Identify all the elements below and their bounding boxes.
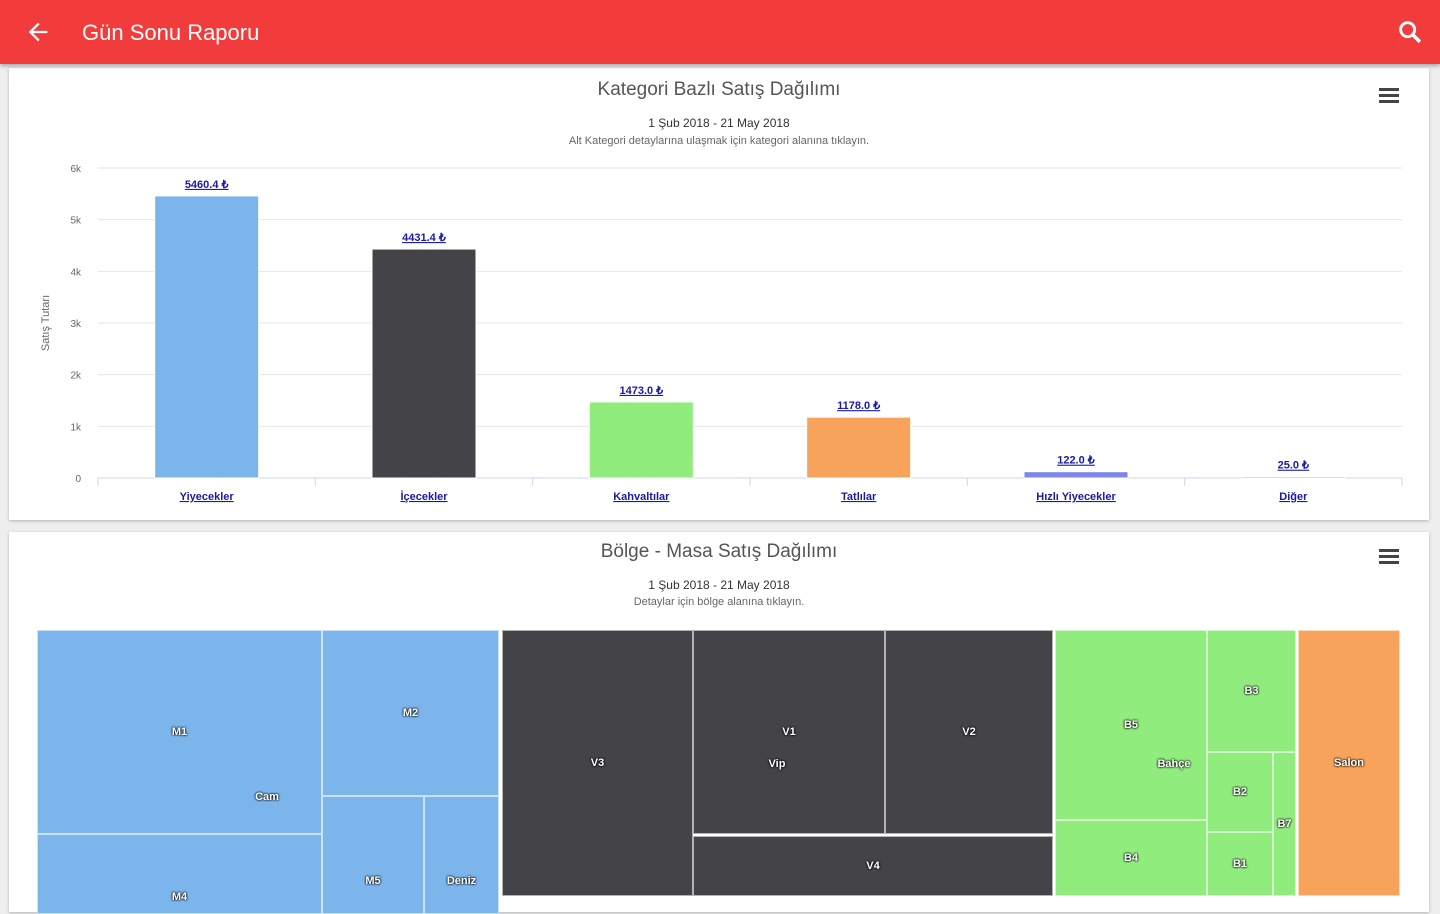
treemap-cell[interactable]: Salon xyxy=(1298,630,1400,896)
category-label[interactable]: Kahvaltılar xyxy=(613,491,670,503)
chart-menu-button[interactable] xyxy=(1379,88,1399,104)
category-label[interactable]: Diğer xyxy=(1279,491,1308,503)
bar[interactable] xyxy=(588,401,694,479)
page-title: Gün Sonu Raporu xyxy=(82,20,260,45)
category-label[interactable]: Tatlılar xyxy=(841,491,877,503)
y-tick-label: 4k xyxy=(70,267,82,278)
y-tick-label: 6k xyxy=(70,164,82,175)
treemap-cell[interactable]: V2 xyxy=(885,630,1053,834)
bar[interactable] xyxy=(371,248,477,479)
region-table-sales-card: Bölge - Masa Satış Dağılımı 1 Şub 2018 -… xyxy=(9,532,1429,914)
category-label[interactable]: İçecekler xyxy=(400,490,448,503)
treemap-cell[interactable]: B4 xyxy=(1055,820,1207,896)
chart-hint: Alt Kategori detaylarına ulaşmak için ka… xyxy=(568,135,870,147)
data-label[interactable]: 1178.0 ₺ xyxy=(837,400,880,412)
treemap-cell[interactable]: B1 xyxy=(1207,832,1273,896)
y-tick-label: 1k xyxy=(70,422,82,433)
arrow-left-icon[interactable] xyxy=(24,18,52,46)
bar[interactable] xyxy=(1023,471,1129,479)
treemap-cell[interactable]: Deniz xyxy=(424,796,499,914)
category-label[interactable]: Yiyecekler xyxy=(180,491,235,503)
category-label[interactable]: Hızlı Yiyecekler xyxy=(1036,491,1116,503)
data-label[interactable]: 5460.4 ₺ xyxy=(185,179,229,191)
y-tick-label: 3k xyxy=(70,319,82,330)
bar-chart: 0 1k 2k 3k 4k 5k 6k Satış Tutarı 5460.4 ₺ Yiyecek… xyxy=(40,164,1403,503)
chart-menu-button[interactable] xyxy=(1379,549,1399,565)
treemap-cell[interactable]: M1 xyxy=(37,630,322,834)
group-label: Bahçe xyxy=(1157,758,1191,770)
treemap-cell[interactable]: M2 xyxy=(322,630,499,796)
chart-hint: Detaylar için bölge alanına tıklayın. xyxy=(633,596,805,608)
y-tick-label: 0 xyxy=(75,474,81,485)
group-label: Vip xyxy=(768,758,786,770)
chart-subtitle: 1 Şub 2018 - 21 May 2018 xyxy=(648,116,790,130)
treemap-cell[interactable]: B7 xyxy=(1273,752,1296,896)
group-label: Cam xyxy=(255,791,279,803)
data-label[interactable]: 122.0 ₺ xyxy=(1057,455,1095,467)
bar[interactable] xyxy=(1240,476,1346,479)
search-icon[interactable] xyxy=(1396,18,1424,46)
chart-title: Bölge - Masa Satış Dağılımı xyxy=(600,541,838,562)
y-axis-title: Satış Tutarı xyxy=(40,295,52,351)
y-tick-label: 5k xyxy=(70,216,82,227)
treemap-cell[interactable]: B2 xyxy=(1207,752,1273,832)
bar[interactable] xyxy=(806,416,912,479)
treemap-cell[interactable]: V4 xyxy=(693,836,1053,896)
data-label[interactable]: 25.0 ₺ xyxy=(1278,460,1309,472)
chart-subtitle: 1 Şub 2018 - 21 May 2018 xyxy=(648,578,790,592)
category-sales-card: Kategori Bazlı Satış Dağılımı 1 Şub 2018… xyxy=(9,68,1429,520)
treemap-cell[interactable]: V1 xyxy=(693,630,885,834)
treemap-cell[interactable]: V3 xyxy=(502,630,693,896)
treemap-cell[interactable]: M5 xyxy=(322,796,424,914)
app-bar: Gün Sonu Raporu xyxy=(0,0,1440,64)
data-label[interactable]: 4431.4 ₺ xyxy=(402,232,446,244)
bar[interactable] xyxy=(154,195,260,479)
treemap-cell[interactable]: M4 xyxy=(37,834,322,914)
y-tick-label: 2k xyxy=(70,371,82,382)
chart-title: Kategori Bazlı Satış Dağılımı xyxy=(597,79,841,100)
treemap-cell[interactable]: B5 xyxy=(1055,630,1207,820)
data-label[interactable]: 1473.0 ₺ xyxy=(619,385,663,397)
treemap-cell[interactable]: B3 xyxy=(1207,630,1296,752)
